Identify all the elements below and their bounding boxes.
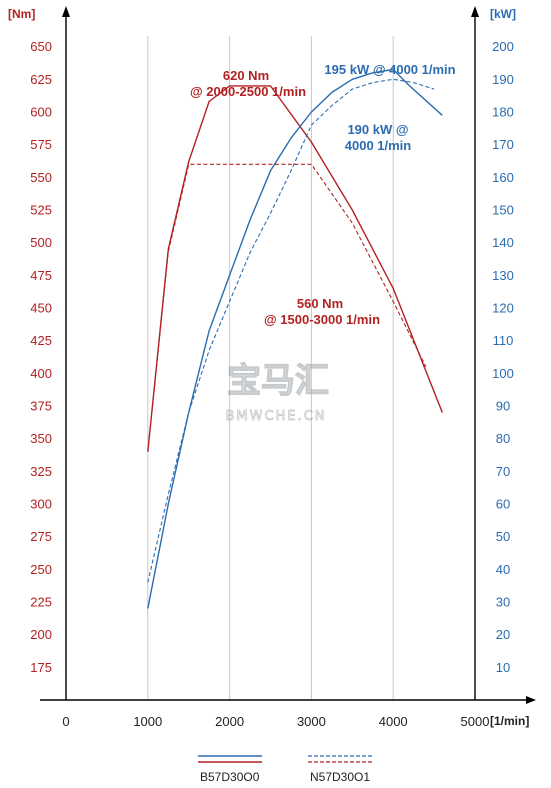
watermark: 宝马汇 BMWCHE.CN — [225, 360, 329, 424]
right-tick-200: 200 — [492, 39, 514, 54]
right-tick-60: 60 — [496, 497, 510, 512]
series-power-b57d30o0 — [147, 68, 443, 609]
right-axis-unit: [kW] — [490, 7, 516, 21]
x-tick-1000: 1000 — [133, 714, 162, 729]
right-tick-130: 130 — [492, 268, 514, 283]
torque-peak-annotation-2: @ 2000-2500 1/min — [190, 84, 306, 99]
series-torque-b57d30o0 — [147, 85, 443, 452]
left-tick-275: 275 — [30, 529, 52, 544]
left-tick-475: 475 — [30, 268, 52, 283]
left-tick-labels: 175 200 225 250 275 300 325 350 375 400 425 450 475 5… — [30, 39, 52, 675]
right-tick-190: 190 — [492, 72, 514, 87]
left-tick-350: 350 — [30, 431, 52, 446]
left-tick-375: 375 — [30, 399, 52, 414]
left-axis-unit: [Nm] — [8, 7, 35, 21]
x-tick-4000: 4000 — [379, 714, 408, 729]
torque-old-annotation-1: 560 Nm — [297, 296, 343, 311]
power-old-annotation-1: 190 kW @ — [347, 122, 408, 137]
right-tick-80: 80 — [496, 431, 510, 446]
left-tick-400: 400 — [30, 366, 52, 381]
right-tick-90: 90 — [496, 399, 510, 414]
right-axis-arrow — [471, 6, 479, 17]
x-tick-3000: 3000 — [297, 714, 326, 729]
left-tick-550: 550 — [30, 170, 52, 185]
series-power-n57d30o1 — [147, 78, 435, 583]
left-tick-575: 575 — [30, 137, 52, 152]
power-peak-annotation: 195 kW @ 4000 1/min — [324, 62, 455, 77]
x-tick-2000: 2000 — [215, 714, 244, 729]
x-tick-5000: 5000 — [461, 714, 490, 729]
x-axis-arrow — [526, 696, 536, 704]
left-tick-250: 250 — [30, 562, 52, 577]
right-tick-70: 70 — [496, 464, 510, 479]
left-tick-175: 175 — [30, 660, 52, 675]
x-tick-labels: 0 1000 2000 3000 4000 5000 — [62, 714, 489, 729]
x-tick-0: 0 — [62, 714, 69, 729]
right-tick-110: 110 — [493, 333, 514, 348]
right-tick-120: 120 — [492, 301, 514, 316]
left-tick-425: 425 — [30, 333, 52, 348]
left-tick-525: 525 — [30, 203, 52, 218]
left-tick-225: 225 — [30, 595, 52, 610]
left-tick-600: 600 — [30, 105, 52, 120]
right-tick-180: 180 — [492, 105, 514, 120]
right-tick-150: 150 — [492, 203, 514, 218]
right-tick-10: 10 — [496, 660, 510, 675]
watermark-latin: BMWCHE.CN — [226, 409, 327, 424]
legend: B57D30O0 N57D30O1 — [198, 755, 372, 784]
right-tick-labels: 10 20 30 40 50 60 70 80 90 100 110 120 130 140 150 160 1… — [492, 39, 514, 675]
left-tick-300: 300 — [30, 497, 52, 512]
torque-old-annotation-2: @ 1500-3000 1/min — [264, 312, 380, 327]
left-axis-arrow — [62, 6, 70, 17]
left-tick-325: 325 — [30, 464, 52, 479]
watermark-chinese: 宝马汇 — [227, 361, 329, 401]
legend-label-n57: N57D30O1 — [310, 770, 370, 784]
legend-label-b57: B57D30O0 — [200, 770, 260, 784]
right-tick-30: 30 — [496, 595, 510, 610]
right-tick-140: 140 — [492, 235, 514, 250]
left-tick-200: 200 — [30, 627, 52, 642]
power-old-annotation-2: 4000 1/min — [345, 138, 412, 153]
series-torque-n57d30o1 — [147, 163, 427, 452]
left-tick-450: 450 — [30, 301, 52, 316]
right-tick-50: 50 — [496, 529, 510, 544]
series-lines — [147, 68, 443, 609]
left-tick-500: 500 — [30, 235, 52, 250]
x-axis-unit: [1/min] — [490, 714, 529, 728]
right-tick-20: 20 — [496, 627, 510, 642]
left-tick-650: 650 — [30, 39, 52, 54]
right-tick-40: 40 — [496, 562, 510, 577]
right-tick-100: 100 — [492, 366, 514, 381]
torque-peak-annotation-1: 620 Nm — [223, 68, 269, 83]
right-tick-170: 170 — [492, 137, 514, 152]
right-tick-160: 160 — [492, 170, 514, 185]
left-tick-625: 625 — [30, 72, 52, 87]
